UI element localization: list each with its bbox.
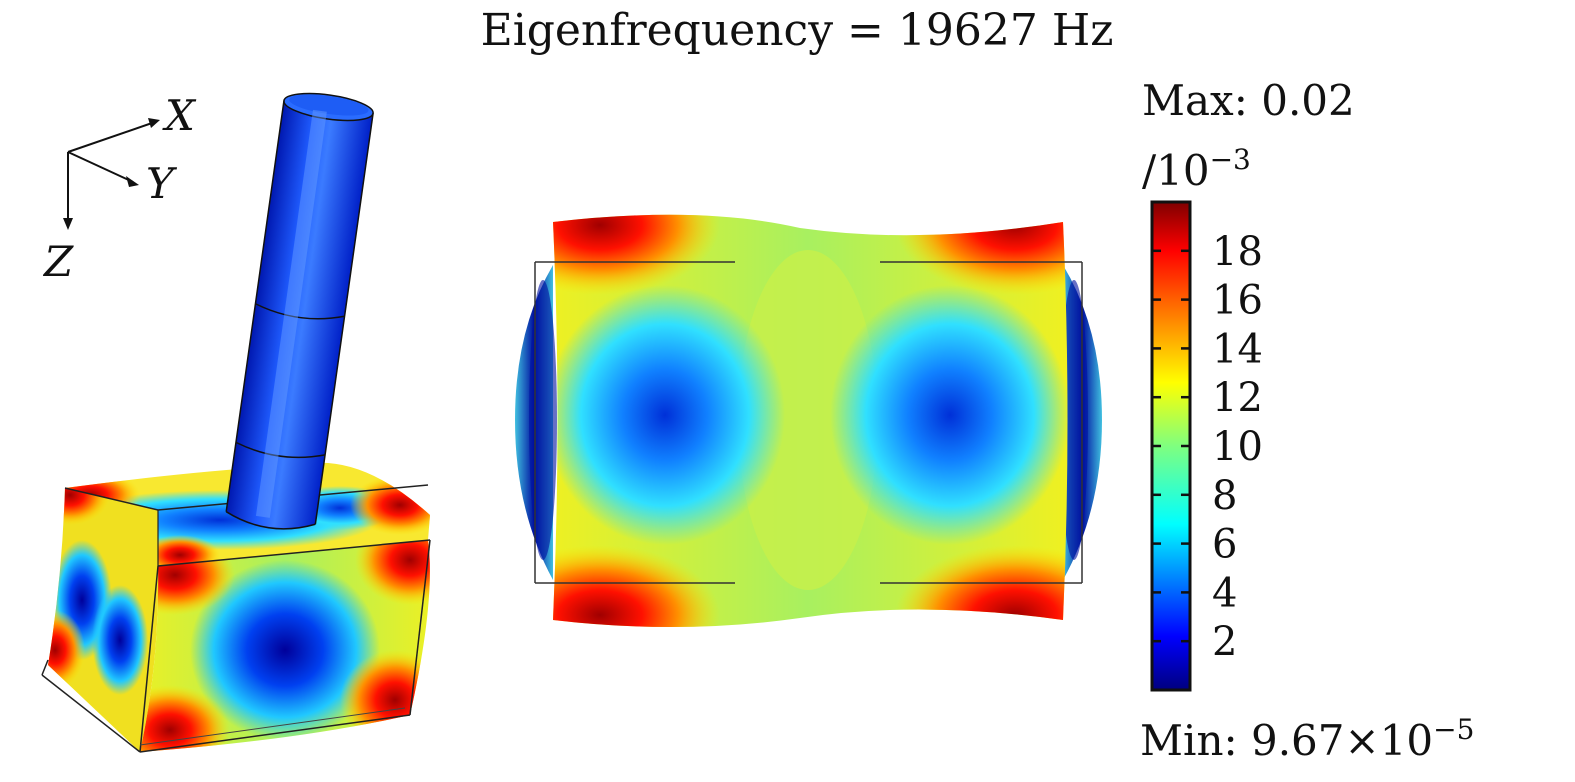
colorbar-tick-label: 14: [1212, 326, 1263, 372]
colorbar-tick-label: 2: [1212, 619, 1237, 665]
axis-x-label: X: [162, 91, 197, 140]
plate-top-view: [515, 214, 1102, 628]
colorbar-tick-label: 6: [1212, 522, 1237, 568]
colorbar-max-label: Max: 0.02: [1142, 76, 1355, 125]
colorbar-tick-label: 18: [1212, 229, 1263, 275]
axis-y-label: Y: [146, 159, 178, 208]
colorbar-tick-label: 10: [1212, 424, 1263, 470]
axis-z-label: Z: [42, 237, 74, 286]
transducer-3d-view: [41, 92, 431, 753]
colorbar-tick-label: 16: [1212, 278, 1263, 324]
colorbar-tick-label: 4: [1212, 570, 1237, 616]
colorbar-tick-label: 12: [1212, 375, 1263, 421]
colorbar-tick-label: 8: [1212, 473, 1237, 519]
colorbar-scale-label: /10−3: [1142, 143, 1251, 195]
axes-triad: X Y Z: [42, 91, 197, 286]
figure-title: Eigenfrequency = 19627 Hz: [481, 5, 1114, 56]
colorbar-min-label: Min: 9.67×10−5: [1140, 713, 1474, 765]
